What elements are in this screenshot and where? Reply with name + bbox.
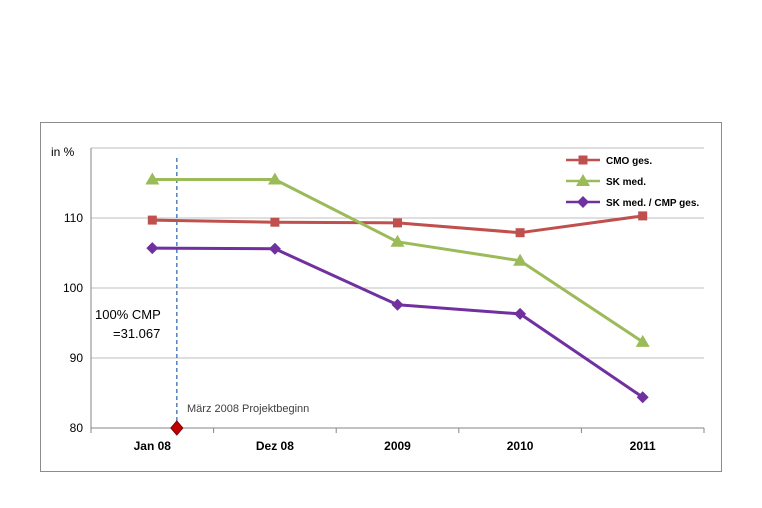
series-2-point-1 [268,242,281,255]
series-1-point-2 [390,234,405,247]
series-line-1 [152,178,644,344]
y-tick-label-110: 110 [64,211,83,225]
series-2-point-2 [391,298,404,311]
baseline-note-line1: 100% CMP [95,307,161,322]
project-start-marker [170,420,184,436]
x-tick-label-4: 2011 [630,439,656,453]
x-tick-label-0: Jan 08 [134,439,172,453]
series-line-2 [152,246,644,399]
series-2-point-0 [146,242,159,255]
project-start-label: März 2008 Projektbeginn [187,403,309,415]
legend-marker-2 [577,196,589,208]
series-2 [146,242,649,404]
series-2-point-3 [514,307,527,320]
y-tick-label-90: 90 [70,351,84,365]
legend-label-0: CMO ges. [606,156,652,167]
series-0-point-1 [270,217,280,227]
x-tick-label-1: Dez 08 [256,439,294,453]
x-tick-label-3: 2010 [507,439,534,453]
legend-marker-0 [578,155,588,165]
series-1-point-4 [635,334,650,347]
baseline-note-line2: =31.067 [113,326,160,341]
legend-label-2: SK med. / CMP ges. [606,198,699,209]
series-0-point-0 [147,215,157,225]
series-0-point-2 [393,218,402,228]
series-layer [145,172,650,404]
legend-label-1: SK med. [606,177,646,188]
legend-marker-1 [576,174,590,186]
y-tick-label-80: 80 [70,421,84,435]
grid-layer [91,147,704,429]
series-1-point-0 [145,172,160,185]
axis-layer: 80 90 100 110 Jan 08 Dez 08 2009 2010 2011 [63,148,705,453]
chart-frame: 80 90 100 110 Jan 08 Dez 08 2009 2010 2011 in % … [40,122,722,472]
series-2-point-4 [636,391,649,404]
series-1-point-3 [513,253,528,266]
legend: CMO ges. SK med. SK med. / CMP ges. [566,155,699,209]
y-tick-label-100: 100 [63,281,83,295]
series-0-point-3 [515,228,525,238]
series-0-point-4 [638,211,648,221]
series-1-point-1 [267,172,282,185]
x-tick-label-2: 2009 [384,439,411,453]
series-0 [147,211,648,238]
series-1 [145,172,650,347]
y-axis-label: in % [51,145,75,159]
